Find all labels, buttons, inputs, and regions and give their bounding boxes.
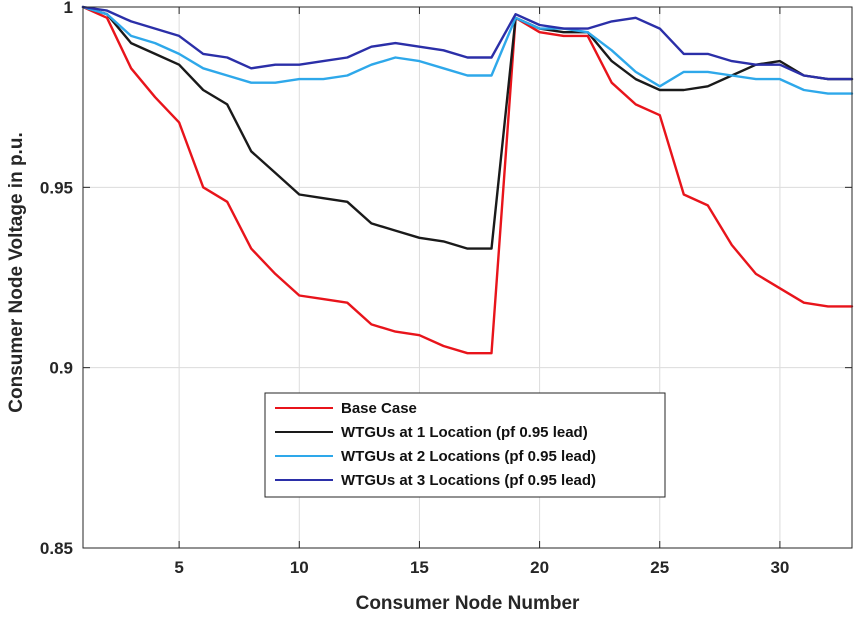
y-axis-title: Consumer Node Voltage in p.u. [6, 132, 27, 412]
y-tick-label: 0.9 [49, 359, 73, 378]
y-tick-label: 1 [64, 0, 73, 17]
legend-label-2: WTGUs at 1 Location (pf 0.95 lead) [341, 424, 588, 441]
x-tick-label: 5 [174, 558, 183, 577]
x-tick-label: 30 [770, 558, 789, 577]
series-line-4 [81, 5, 854, 81]
legend-label-4: WTGUs at 3 Locations (pf 0.95 lead) [341, 472, 596, 489]
x-tick-label: 15 [410, 558, 429, 577]
x-tick-label: 10 [290, 558, 309, 577]
legend: Base Case WTGUs at 1 Location (pf 0.95 le… [264, 392, 666, 498]
legend-label-3: WTGUs at 2 Locations (pf 0.95 lead) [341, 448, 596, 465]
x-axis-ticks: 5 10 15 20 25 30 [174, 7, 789, 577]
x-tick-label: 20 [530, 558, 549, 577]
series-line-2 [81, 5, 854, 250]
y-tick-label: 0.85 [40, 539, 73, 558]
series-line-3 [81, 5, 854, 95]
series-lines [81, 5, 854, 355]
plot-frame [82, 6, 853, 549]
y-axis-ticks: 0.85 0.9 0.95 1 [40, 0, 852, 558]
legend-label-1: Base Case [341, 400, 417, 417]
y-tick-label: 0.95 [40, 178, 73, 197]
x-axis-title: Consumer Node Number [356, 593, 580, 613]
x-tick-label: 25 [650, 558, 669, 577]
series-line-1 [81, 5, 854, 355]
